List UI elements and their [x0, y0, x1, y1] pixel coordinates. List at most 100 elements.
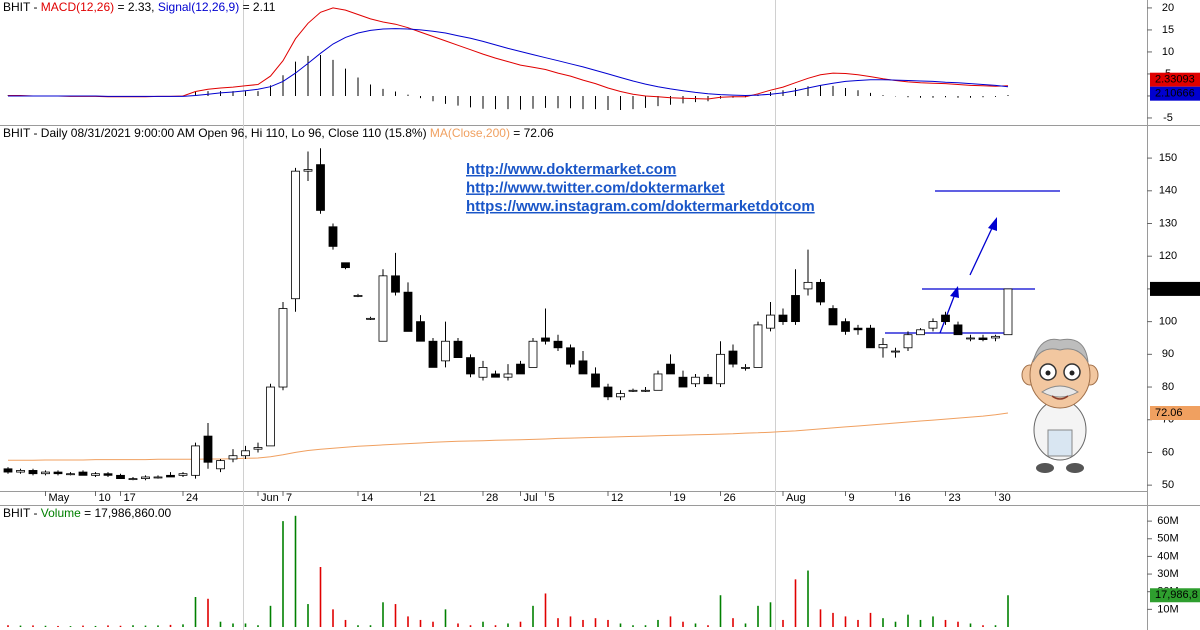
candle-body [878, 344, 888, 349]
candle-body [491, 373, 500, 378]
x-tick-label: 7 [286, 492, 292, 504]
candle-body [778, 314, 788, 323]
value-tag-label: 2.33093 [1155, 74, 1195, 86]
header-part: BHIT - Daily 08/31/2021 9:00:00 AM Open … [3, 126, 430, 140]
x-tick-label: 9 [849, 492, 855, 504]
candle-body [441, 340, 450, 362]
candle-body [766, 314, 775, 329]
candle-body [191, 445, 200, 476]
candle-body [716, 353, 725, 385]
candle-body [816, 281, 825, 303]
drawn-annotations [885, 190, 1060, 334]
value-tag [1150, 588, 1200, 603]
candle-body [691, 376, 700, 385]
x-tick-label: 26 [724, 492, 736, 504]
link: http://www.doktermarket.com [466, 161, 676, 178]
candle-body [228, 455, 238, 460]
candle-body [266, 386, 275, 447]
candle-body [991, 335, 1000, 339]
link: https://www.instagram.com/doktermarketdo… [466, 198, 815, 215]
candle-body [541, 337, 550, 342]
candle-body [116, 474, 125, 480]
candle-body [853, 327, 863, 331]
x-tick-label: 17 [124, 492, 136, 504]
y-tick-label: 150 [1159, 152, 1177, 164]
candle-body [453, 340, 463, 358]
candle-body [628, 389, 638, 392]
value-tag-label: 110 [1155, 283, 1173, 295]
candle-body [728, 350, 738, 365]
x-tick-label: May [49, 492, 70, 504]
candle-body [941, 314, 950, 323]
x-tick-label: 30 [999, 492, 1011, 504]
y-tick-label: 10M [1157, 603, 1178, 615]
y-tick-label: 20 [1162, 2, 1174, 14]
y-tick-label: 50M [1157, 533, 1178, 545]
header-part: = 2.33, [114, 0, 158, 14]
y-tick-label: 90 [1162, 348, 1174, 360]
value-tag [1150, 72, 1200, 87]
candle-body [328, 226, 338, 247]
candle-body [978, 337, 988, 341]
y-tick-label: 30M [1157, 568, 1178, 580]
panel-header: BHIT - Volume = 17,986,860.00 [3, 506, 172, 520]
candle-body [78, 471, 88, 476]
candle-body [678, 376, 688, 388]
y-tick-label: 140 [1159, 185, 1177, 197]
panel-header: BHIT - Daily 08/31/2021 9:00:00 AM Open … [3, 126, 554, 140]
candle-body [516, 363, 525, 375]
candle-body [891, 350, 900, 353]
header-part: BHIT - [3, 0, 41, 14]
candle-body [141, 476, 150, 480]
candle-body [741, 367, 750, 369]
header-part: MACD(12,26) [41, 0, 114, 14]
candle-body [53, 471, 63, 475]
candle-body [153, 476, 163, 479]
candle-body [291, 170, 300, 300]
x-tick-label: 5 [549, 492, 555, 504]
candle-body [203, 435, 213, 463]
candle-body [16, 470, 25, 473]
x-tick-label: 28 [486, 492, 498, 504]
candle-body [416, 321, 425, 342]
value-tag-label: 72.06 [1155, 407, 1183, 419]
x-tick-label: 19 [674, 492, 686, 504]
candle-body [528, 340, 538, 368]
candle-body [803, 281, 813, 290]
link: http://www.twitter.com/doktermarket [466, 179, 725, 196]
candle-body [316, 164, 325, 211]
candle-body [566, 347, 575, 365]
x-tick-label: 23 [949, 492, 961, 504]
candle-body [428, 340, 438, 368]
candle-body [391, 275, 400, 293]
candle-body [903, 334, 913, 349]
y-tick-label: 15 [1162, 24, 1174, 36]
value-tag [1150, 281, 1200, 296]
candle-body [366, 317, 375, 320]
candle-body [603, 386, 613, 398]
header-part: BHIT - [3, 506, 41, 520]
value-tag-label: 2.10666 [1155, 88, 1195, 100]
macd-line [8, 28, 1009, 97]
candle-body [466, 357, 475, 375]
candle-body [916, 329, 925, 336]
candle-body [578, 360, 588, 375]
panel-header: BHIT - MACD(12,26) = 2.33, Signal(12,26,… [3, 0, 276, 14]
x-tick-label: 24 [186, 492, 198, 504]
candle-body [828, 308, 838, 326]
value-tag [1150, 406, 1200, 421]
candle-body [3, 468, 13, 473]
y-tick-label: 60 [1162, 446, 1174, 458]
candle-body [478, 367, 488, 378]
y-tick-label: 120 [1159, 250, 1177, 262]
ma-line [8, 412, 1009, 461]
candle-body [953, 324, 963, 336]
x-tick-label: Jun [261, 492, 279, 504]
candle-body [403, 291, 413, 332]
x-tick-label: 12 [611, 492, 623, 504]
candle-body [66, 473, 75, 476]
header-part: = 72.06 [510, 126, 554, 140]
candle-body [1003, 288, 1013, 336]
